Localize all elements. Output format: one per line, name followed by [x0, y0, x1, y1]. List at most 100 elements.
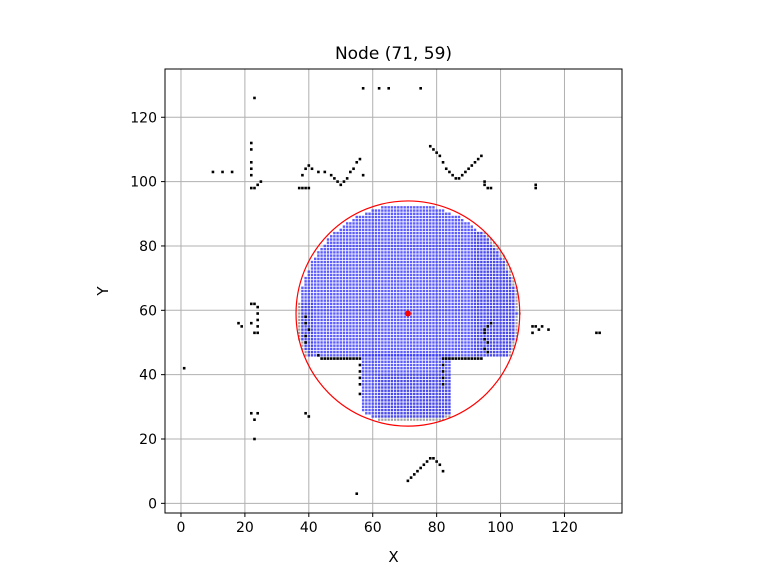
- free-cell: [422, 315, 426, 318]
- obstacle-point: [301, 173, 304, 177]
- free-cell: [368, 328, 371, 331]
- free-cell: [413, 254, 416, 257]
- free-cell: [406, 228, 410, 232]
- free-cell: [480, 276, 483, 280]
- free-cell: [480, 341, 483, 344]
- free-cell: [390, 331, 394, 335]
- free-cell: [435, 318, 438, 322]
- free-cell: [451, 350, 454, 354]
- free-cell: [425, 379, 429, 383]
- free-cell: [393, 376, 397, 380]
- free-cell: [432, 215, 435, 219]
- free-cell: [397, 293, 400, 296]
- free-cell: [409, 328, 413, 331]
- free-cell: [451, 283, 454, 286]
- free-cell: [502, 347, 505, 351]
- free-cell: [314, 325, 317, 328]
- free-cell: [409, 347, 413, 351]
- free-cell: [422, 357, 426, 360]
- free-cell: [486, 312, 489, 315]
- free-cell: [317, 299, 320, 302]
- free-cell: [486, 318, 489, 322]
- free-cell: [390, 302, 394, 306]
- free-cell: [333, 264, 336, 267]
- free-cell: [393, 302, 397, 306]
- free-cell: [333, 341, 336, 344]
- free-cell: [400, 376, 403, 380]
- free-cell: [361, 219, 365, 222]
- free-cell: [476, 241, 480, 244]
- free-cell: [371, 354, 374, 357]
- free-cell: [406, 325, 410, 328]
- free-cell: [390, 280, 394, 283]
- free-cell: [377, 280, 381, 283]
- free-cell: [435, 357, 438, 360]
- free-cell: [345, 267, 349, 270]
- free-cell: [371, 312, 374, 315]
- free-cell: [409, 305, 413, 309]
- free-cell: [432, 367, 435, 370]
- free-cell: [397, 296, 400, 299]
- free-cell: [476, 338, 480, 341]
- free-cell: [422, 399, 426, 402]
- free-cell: [416, 331, 419, 335]
- free-cell: [323, 312, 326, 315]
- free-cell: [441, 228, 445, 232]
- free-cell: [397, 331, 400, 335]
- free-cell: [381, 334, 384, 338]
- free-cell: [336, 231, 339, 235]
- free-cell: [365, 289, 368, 293]
- free-cell: [361, 302, 365, 306]
- free-cell: [508, 325, 512, 328]
- free-cell: [432, 238, 435, 241]
- obstacle-point: [448, 170, 451, 174]
- free-cell: [336, 286, 339, 289]
- free-cell: [438, 241, 442, 244]
- obstacle-point: [598, 331, 601, 335]
- free-cell: [512, 338, 515, 341]
- free-cell: [374, 247, 378, 251]
- free-cell: [345, 254, 349, 257]
- free-cell: [435, 370, 438, 373]
- obstacle-point: [304, 411, 307, 415]
- free-cell: [403, 408, 406, 412]
- free-cell: [397, 247, 400, 251]
- free-cell: [333, 338, 336, 341]
- free-cell: [445, 312, 448, 315]
- free-cell: [403, 383, 406, 386]
- free-cell: [508, 283, 512, 286]
- free-cell: [464, 350, 467, 354]
- free-cell: [307, 331, 311, 335]
- free-cell: [432, 212, 435, 215]
- free-cell: [464, 286, 467, 289]
- free-cell: [422, 212, 426, 215]
- free-cell: [307, 344, 311, 347]
- free-cell: [358, 315, 362, 318]
- free-cell: [416, 215, 419, 219]
- free-cell: [432, 209, 435, 212]
- free-cell: [352, 347, 355, 351]
- free-cell: [441, 247, 445, 251]
- free-cell: [326, 238, 330, 241]
- free-cell: [454, 264, 458, 267]
- free-cell: [387, 344, 390, 347]
- free-cell: [451, 247, 454, 251]
- free-cell: [349, 251, 352, 254]
- free-cell: [409, 241, 413, 244]
- free-cell: [320, 254, 323, 257]
- free-cell: [409, 402, 413, 405]
- node-overlay: [295, 200, 521, 427]
- free-cell: [403, 209, 406, 212]
- free-cell: [371, 347, 374, 351]
- free-cell: [445, 363, 448, 367]
- free-cell: [358, 338, 362, 341]
- obstacle-point: [355, 161, 359, 164]
- free-cell: [416, 402, 419, 405]
- free-cell: [496, 347, 499, 351]
- free-cell: [422, 402, 426, 405]
- free-cell: [406, 215, 410, 219]
- free-cell: [390, 321, 394, 325]
- free-cell: [441, 286, 445, 289]
- obstacle-point: [358, 357, 362, 360]
- free-cell: [317, 328, 320, 331]
